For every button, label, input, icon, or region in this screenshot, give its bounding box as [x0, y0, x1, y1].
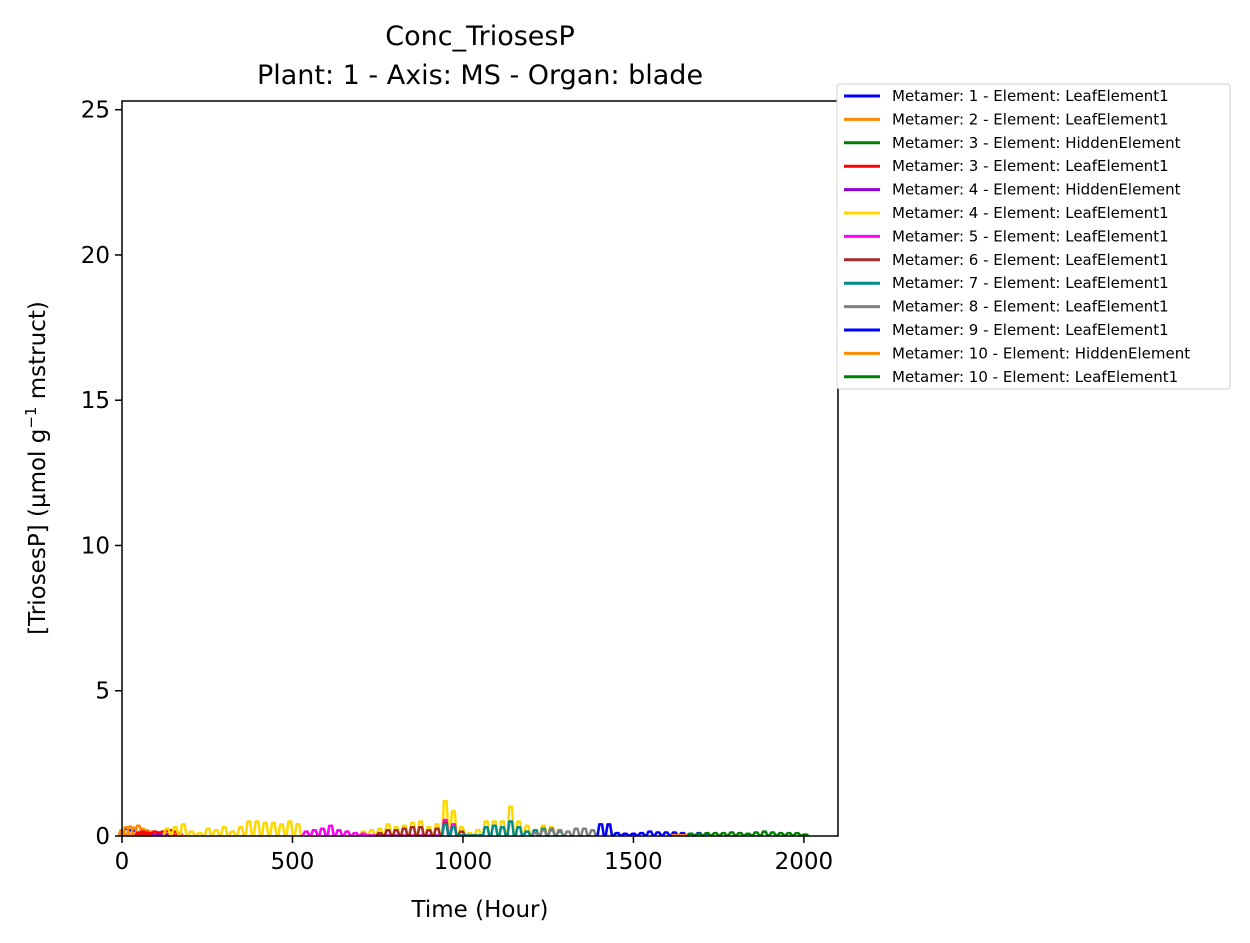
plot-frame [121, 100, 839, 837]
legend-label: Metamer: 1 - Element: LeafElement1 [892, 87, 1169, 105]
legend-label: Metamer: 8 - Element: LeafElement1 [892, 298, 1169, 316]
chart-subtitle: Plant: 1 - Axis: MS - Organ: blade [257, 60, 703, 91]
y-tick-label: 20 [81, 243, 110, 269]
legend: Metamer: 1 - Element: LeafElement1 Metame… [836, 83, 1231, 390]
y-tick-label: 25 [81, 98, 110, 124]
series-line [686, 830, 809, 837]
x-tick-label: 500 [271, 849, 315, 875]
chart-title: Conc_TriosesP [385, 21, 575, 52]
legend-label: Metamer: 10 - Element: LeafElement1 [892, 368, 1178, 386]
y-tick-label: 10 [81, 533, 110, 559]
legend-label: Metamer: 7 - Element: LeafElement1 [892, 274, 1169, 292]
legend-label: Metamer: 4 - Element: LeafElement1 [892, 204, 1169, 222]
series-line [162, 799, 565, 837]
x-tick-label: 1000 [434, 849, 493, 875]
legend-label: Metamer: 6 - Element: LeafElement1 [892, 251, 1169, 269]
legend-label: Metamer: 2 - Element: LeafElement1 [892, 110, 1169, 128]
y-axis-label: [TriosesP] (µmol g−1 mstruct) [22, 301, 51, 635]
legend-label: Metamer: 5 - Element: LeafElement1 [892, 227, 1169, 245]
x-axis: 0 500 1000 1500 2000 [115, 836, 833, 875]
x-axis-label: Time (Hour) [411, 897, 549, 923]
legend-frame [836, 83, 1231, 390]
x-tick-label: 0 [115, 849, 130, 875]
legend-label: Metamer: 4 - Element: HiddenElement [892, 181, 1181, 199]
y-tick-label: 0 [95, 824, 110, 850]
legend-label: Metamer: 9 - Element: LeafElement1 [892, 321, 1169, 339]
y-tick-label: 5 [95, 679, 110, 705]
x-tick-label: 1500 [604, 849, 663, 875]
plot-area [117, 799, 809, 837]
legend-label: Metamer: 3 - Element: LeafElement1 [892, 157, 1169, 175]
y-tick-label: 15 [81, 388, 110, 414]
x-tick-label: 2000 [775, 849, 834, 875]
y-axis: 0 5 10 15 20 25 [81, 98, 122, 850]
legend-label: Metamer: 3 - Element: HiddenElement [892, 134, 1181, 152]
legend-label: Metamer: 10 - Element: HiddenElement [892, 344, 1190, 362]
